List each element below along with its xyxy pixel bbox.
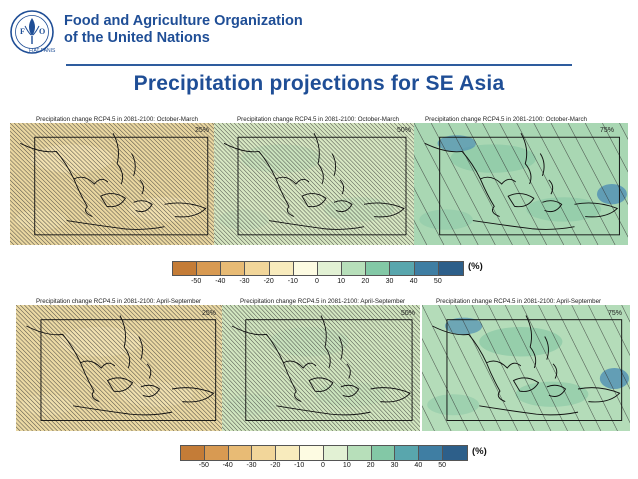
colorbar-swatch xyxy=(204,446,229,460)
precipitation-map-panel xyxy=(422,305,630,431)
colorbar-tick-label: -10 xyxy=(294,462,305,469)
precipitation-map-panel xyxy=(414,123,628,245)
colorbar-swatch xyxy=(252,446,277,460)
colorbar xyxy=(180,445,468,461)
svg-text:O: O xyxy=(39,27,45,36)
percentile-label: 75% xyxy=(600,127,615,134)
colorbar-tick-label: 50 xyxy=(433,278,442,285)
colorbar-tick-label: 20 xyxy=(366,462,375,469)
colorbar-swatch xyxy=(366,262,391,275)
colorbar xyxy=(172,261,464,276)
colorbar-swatch xyxy=(300,446,324,460)
colorbar-swatch xyxy=(317,262,343,275)
colorbar-swatch xyxy=(197,262,222,275)
colorbar-swatch xyxy=(347,446,372,460)
percentile-label: 25% xyxy=(202,310,217,317)
colorbar-tick-label: -50 xyxy=(191,278,202,285)
map-caption: Precipitation change RCP4.5 in 2081-2100… xyxy=(240,298,406,305)
colorbar-tick-label: 50 xyxy=(438,462,447,469)
colorbar-swatch xyxy=(371,446,396,460)
slide-title: Precipitation projections for SE Asia xyxy=(133,72,505,95)
colorbar-tick-label: 10 xyxy=(342,462,351,469)
colorbar-tick-label: -50 xyxy=(198,462,209,469)
colorbar-tick-label: 30 xyxy=(390,462,399,469)
colorbar-swatch xyxy=(395,446,420,460)
fao-logo-icon: F O FIAT PANIS xyxy=(8,8,56,56)
svg-text:FIAT PANIS: FIAT PANIS xyxy=(29,48,56,54)
colorbar-unit: (%) xyxy=(472,446,487,457)
org-name-line1: Food and Agriculture Organization xyxy=(64,13,303,29)
percentile-label: 75% xyxy=(608,310,623,317)
colorbar-swatch xyxy=(323,446,348,460)
colorbar-tick-label: 10 xyxy=(337,278,346,285)
colorbar-swatch xyxy=(443,446,467,460)
org-name-line2: of the United Nations xyxy=(64,30,210,46)
precipitation-map-panel xyxy=(10,123,216,245)
header-divider xyxy=(66,64,572,66)
colorbar-tick-label: 0 xyxy=(321,462,325,469)
colorbar-swatch xyxy=(276,446,301,460)
colorbar-tick-label: -20 xyxy=(270,462,281,469)
colorbar-tick-label: -40 xyxy=(222,462,233,469)
colorbar-swatch xyxy=(414,262,439,275)
map-caption: Precipitation change RCP4.5 in 2081-2100… xyxy=(36,116,198,123)
map-caption: Precipitation change RCP4.5 in 2081-2100… xyxy=(237,116,399,123)
map-caption: Precipitation change RCP4.5 in 2081-2100… xyxy=(36,298,202,305)
colorbar-tick-label: -30 xyxy=(246,462,257,469)
colorbar-tick-label: 20 xyxy=(361,278,370,285)
colorbar-swatch xyxy=(390,262,415,275)
colorbar-swatch xyxy=(293,262,318,275)
colorbar-swatch xyxy=(438,262,463,275)
colorbar-tick-label: -20 xyxy=(263,278,274,285)
precipitation-map-panel xyxy=(214,123,414,245)
percentile-label: 50% xyxy=(401,310,416,317)
colorbar-tick-label: 0 xyxy=(315,278,319,285)
colorbar-tick-label: -10 xyxy=(287,278,298,285)
colorbar-swatch xyxy=(342,262,367,275)
colorbar-swatch xyxy=(245,262,270,275)
colorbar-tick-label: 40 xyxy=(414,462,423,469)
colorbar-swatch xyxy=(269,262,294,275)
map-caption: Precipitation change RCP4.5 in 2081-2100… xyxy=(425,116,587,123)
colorbar-tick-label: -40 xyxy=(215,278,226,285)
colorbar-tick-label: 40 xyxy=(409,278,418,285)
colorbar-swatch xyxy=(419,446,444,460)
colorbar-tick-label: 30 xyxy=(385,278,394,285)
colorbar-swatch xyxy=(181,446,205,460)
colorbar-swatch xyxy=(221,262,246,275)
svg-text:F: F xyxy=(20,27,25,36)
percentile-label: 50% xyxy=(397,127,412,134)
colorbar-unit: (%) xyxy=(468,261,483,272)
colorbar-ticks: -50 -40 -30 -20 -10 0 10 20 30 40 50 xyxy=(180,462,466,472)
colorbar-tick-label: -30 xyxy=(239,278,250,285)
precipitation-map-panel xyxy=(16,305,224,431)
precipitation-map-panel xyxy=(222,305,420,431)
colorbar-ticks: -50 -40 -30 -20 -10 0 10 20 30 40 50 xyxy=(172,278,462,288)
percentile-label: 25% xyxy=(195,127,210,134)
colorbar-swatch xyxy=(228,446,253,460)
colorbar-swatch xyxy=(173,262,198,275)
map-caption: Precipitation change RCP4.5 in 2081-2100… xyxy=(436,298,602,305)
